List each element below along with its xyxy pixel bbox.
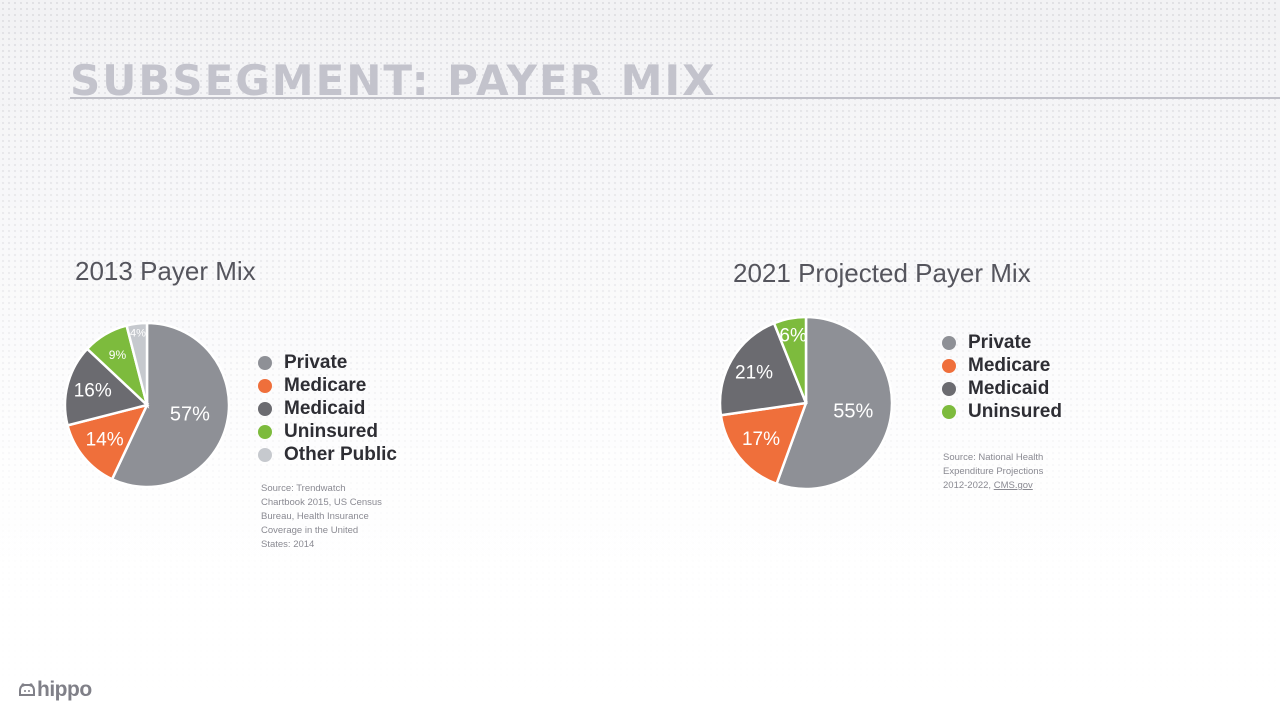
legend-2013: Private Medicare Medicaid Uninsured Other Pu… [258,351,397,466]
legend-label-uninsured: Uninsured [968,400,1062,422]
pie-slice-medicare [719,401,808,486]
legend-item-private: Private [942,331,1062,354]
pie-label-medicaid: 16% [74,381,112,402]
legend-swatch-private [942,335,956,350]
source-line: 2012-2022, CMS.gov [943,479,1043,493]
page-title: SUBSEGMENT: PAYER MIX [70,56,717,105]
pie-label-other-public: 4% [130,328,146,340]
legend-label-medicaid: Medicaid [968,377,1050,399]
pie-label-uninsured: 6% [779,326,807,347]
hippo-icon [19,683,35,696]
legend-item-medicare: Medicare [258,374,397,397]
legend-label-private: Private [968,331,1032,353]
pie-slice-uninsured [772,315,808,404]
legend-swatch-uninsured [258,424,272,439]
pie-slice-private [110,321,231,489]
source-line: Source: National Health [943,452,1044,463]
chart-title-2013: 2013 Payer Mix [75,256,256,286]
pie-label-uninsured: 9% [109,348,127,362]
source-line: Bureau, Health Insurance [261,511,369,522]
legend-swatch-medicaid [942,381,956,396]
source-note-2021: Source: National Health Expenditure Proje… [943,451,1043,493]
source-link[interactable]: CMS.gov [993,480,1033,491]
legend-item-private: Private [258,351,397,374]
legend-label-medicare: Medicare [968,354,1051,376]
pie-label-private: 55% [833,400,873,422]
legend-label-medicaid: Medicaid [284,397,366,419]
pie-slice-medicare [66,403,150,481]
legend-label-uninsured: Uninsured [284,420,378,442]
source-line: Coverage in the United [261,525,359,536]
source-line: Source: Trendwatch [261,483,346,494]
legend-item-medicaid: Medicaid [258,397,397,420]
legend-item-other-public: Other Public [258,443,397,466]
pie-label-medicare: 17% [742,429,780,450]
legend-label-medicare: Medicare [284,374,367,396]
legend-item-medicare: Medicare [942,354,1062,377]
pie-chart-2013: 57% 14% 16% 9%4% [63,321,231,489]
pie-slice-medicaid [63,347,150,427]
pie-label-medicaid: 21% [735,363,773,384]
source-line: Chartbook 2015, US Census [261,497,382,508]
source-line: States: 2014 [261,539,315,550]
pie-slice-private [774,315,894,491]
legend-item-uninsured: Uninsured [942,400,1062,423]
legend-swatch-private [258,355,272,370]
legend-swatch-other-public [258,447,272,462]
title-divider [70,97,1280,99]
chart-title-2021: 2021 Projected Payer Mix [733,258,1031,288]
pie-label-medicare: 14% [86,430,124,451]
legend-swatch-medicare [942,358,956,373]
legend-label-private: Private [284,351,348,373]
legend-2021: Private Medicare Medicaid Uninsured [942,331,1062,423]
source-prefix: 2012-2022, [943,480,994,491]
source-note-2013: Source: Trendwatch Chartbook 2015, US Cen… [261,482,382,552]
source-line: Expenditure Projections [943,466,1044,477]
pie-slice-medicaid [718,321,808,417]
pie-slice-other-public [125,321,149,406]
logo-text: hippo [37,678,92,701]
legend-swatch-uninsured [942,404,956,419]
legend-label-other-public: Other Public [284,443,397,465]
pie-chart-2021: 55% 17% 21% 6% [718,315,894,491]
legend-swatch-medicaid [258,401,272,416]
hippo-logo: hippo [18,678,92,702]
legend-swatch-medicare [258,378,272,393]
legend-item-medicaid: Medicaid [942,377,1062,400]
pie-label-private: 57% [170,404,210,426]
legend-item-uninsured: Uninsured [258,420,397,443]
